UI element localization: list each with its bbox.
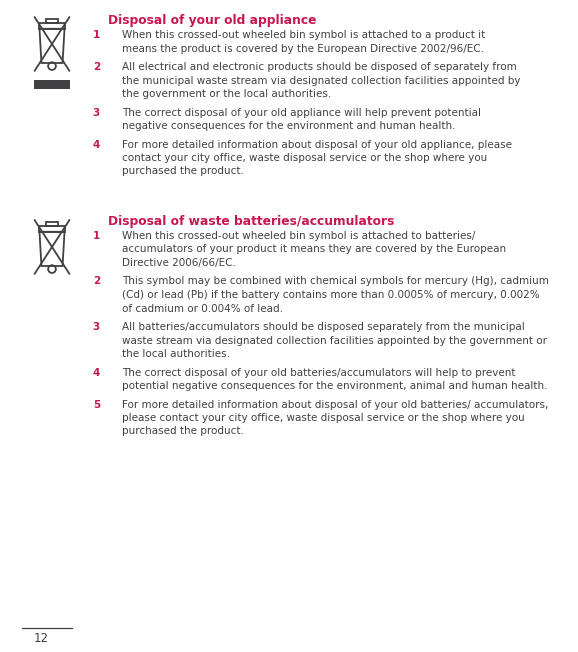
Text: please contact your city office, waste disposal service or the shop where you: please contact your city office, waste d… (122, 413, 525, 423)
Text: purchased the product.: purchased the product. (122, 426, 244, 436)
Text: 2: 2 (92, 62, 100, 72)
Text: The correct disposal of your old appliance will help prevent potential: The correct disposal of your old applian… (122, 108, 481, 117)
Bar (46, 19, 58, 23)
Text: 3: 3 (92, 108, 100, 117)
Text: contact your city office, waste disposal service or the shop where you: contact your city office, waste disposal… (122, 153, 487, 163)
Bar (46, 222, 58, 226)
Text: waste stream via designated collection facilities appointed by the government or: waste stream via designated collection f… (122, 336, 547, 346)
Text: This symbol may be combined with chemical symbols for mercury (Hg), cadmium: This symbol may be combined with chemica… (122, 276, 549, 286)
Text: For more detailed information about disposal of your old batteries/ accumulators: For more detailed information about disp… (122, 400, 549, 409)
Bar (39, 226, 65, 231)
Text: Directive 2006/66/EC.: Directive 2006/66/EC. (122, 258, 236, 268)
Text: All batteries/accumulators should be disposed separately from the municipal: All batteries/accumulators should be dis… (122, 322, 525, 332)
Text: of cadmium or 0.004% of lead.: of cadmium or 0.004% of lead. (122, 303, 283, 314)
Text: Disposal of waste batteries/accumulators: Disposal of waste batteries/accumulators (108, 215, 394, 228)
Text: 5: 5 (92, 400, 100, 409)
Text: 4: 4 (92, 368, 100, 378)
Bar (34, 80, 70, 89)
Text: accumulators of your product it means they are covered by the European: accumulators of your product it means th… (122, 244, 506, 254)
Text: the government or the local authorities.: the government or the local authorities. (122, 89, 331, 99)
Text: All electrical and electronic products should be disposed of separately from: All electrical and electronic products s… (122, 62, 517, 72)
Text: 4: 4 (92, 140, 100, 149)
Text: When this crossed-out wheeled bin symbol is attached to a product it: When this crossed-out wheeled bin symbol… (122, 30, 486, 40)
Text: the municipal waste stream via designated collection facilities appointed by: the municipal waste stream via designate… (122, 76, 521, 85)
Text: (Cd) or lead (Pb) if the battery contains more than 0.0005% of mercury, 0.002%: (Cd) or lead (Pb) if the battery contain… (122, 290, 540, 300)
Bar (39, 23, 65, 29)
Text: The correct disposal of your old batteries/accumulators will help to prevent: The correct disposal of your old batteri… (122, 368, 516, 378)
Text: 12: 12 (34, 632, 49, 645)
Text: negative consequences for the environment and human health.: negative consequences for the environmen… (122, 121, 455, 131)
Text: When this crossed-out wheeled bin symbol is attached to batteries/: When this crossed-out wheeled bin symbol… (122, 231, 475, 241)
Text: purchased the product.: purchased the product. (122, 166, 244, 177)
Text: the local authorities.: the local authorities. (122, 349, 230, 359)
Text: potential negative consequences for the environment, animal and human health.: potential negative consequences for the … (122, 381, 547, 391)
Text: 1: 1 (92, 30, 100, 40)
Text: 2: 2 (92, 276, 100, 286)
Text: 3: 3 (92, 322, 100, 332)
Text: means the product is covered by the European Directive 2002/96/EC.: means the product is covered by the Euro… (122, 44, 484, 53)
Text: For more detailed information about disposal of your old appliance, please: For more detailed information about disp… (122, 140, 512, 149)
Text: 1: 1 (92, 231, 100, 241)
Text: Disposal of your old appliance: Disposal of your old appliance (108, 14, 317, 27)
